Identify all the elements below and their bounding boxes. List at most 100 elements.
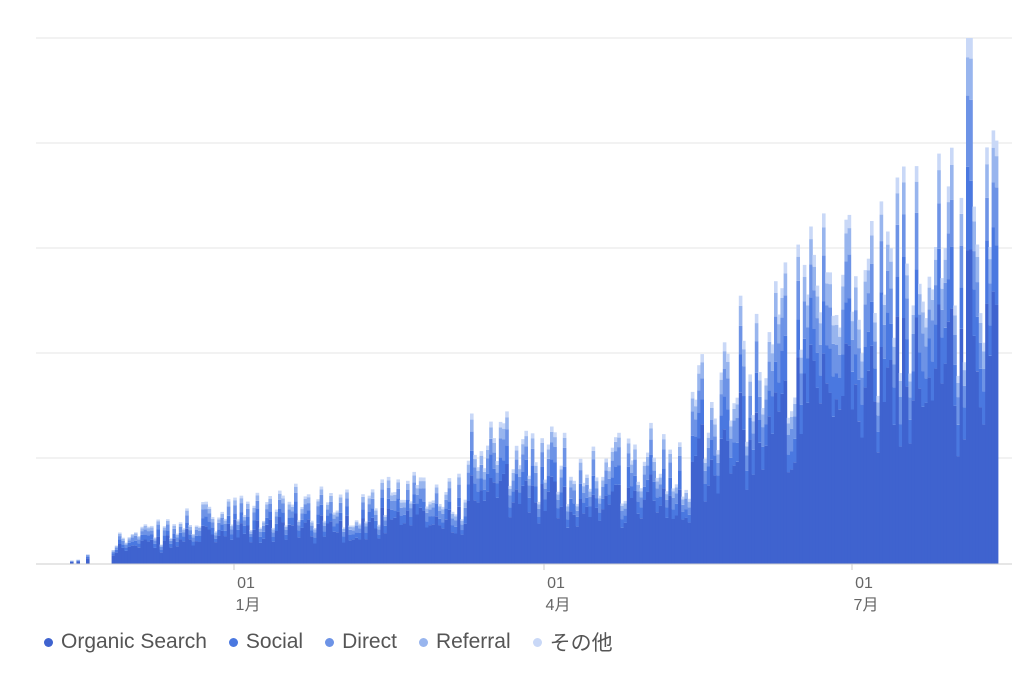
bar-segment — [345, 515, 349, 564]
bar-segment — [921, 406, 925, 564]
bar-segment — [342, 531, 346, 537]
bar-segment — [994, 304, 999, 564]
bar-segment — [703, 458, 708, 463]
bar-segment — [687, 498, 692, 502]
bar-segment — [882, 304, 887, 325]
bar-segment — [140, 531, 144, 535]
bar-segment — [217, 535, 221, 564]
legend-dot-icon — [418, 637, 428, 647]
bar-segment — [674, 487, 679, 494]
bar-segment — [210, 517, 215, 519]
bar-segment — [975, 371, 980, 564]
bar-segment — [220, 511, 224, 514]
bar-segment — [582, 513, 586, 564]
bar-segment — [130, 535, 135, 538]
bar-segment — [671, 491, 676, 498]
bar-segment — [271, 527, 276, 530]
bar-segment — [361, 502, 365, 510]
bar-segment — [297, 520, 301, 522]
bar-segment — [850, 321, 855, 340]
bar-segment — [281, 498, 285, 504]
bar-segment — [223, 524, 228, 531]
bar-segment — [822, 353, 826, 564]
bar-segment — [614, 437, 618, 442]
bar-segment — [594, 488, 599, 499]
legend-item[interactable]: Direct — [325, 630, 397, 654]
bar-segment — [834, 315, 839, 325]
bar-segment — [713, 436, 717, 456]
bar-segment — [319, 486, 324, 490]
bar-segment — [764, 378, 768, 386]
legend-item[interactable]: Organic Search — [44, 630, 207, 654]
bar-segment — [543, 482, 548, 489]
bar-segment — [636, 513, 640, 564]
bar-segment — [268, 498, 272, 504]
bar-segment — [671, 509, 676, 519]
bar-segment — [540, 466, 544, 485]
bar-segment — [425, 506, 429, 509]
bar-segment — [946, 186, 951, 203]
bar-segment — [489, 427, 493, 439]
bar-segment — [230, 534, 234, 540]
legend-item[interactable]: Referral — [418, 630, 511, 654]
bar-segment — [527, 478, 532, 486]
bar-segment — [806, 305, 810, 328]
bar-segment — [617, 465, 621, 485]
bar-segment — [239, 495, 244, 499]
bar-segment — [377, 526, 381, 530]
legend-item[interactable]: その他 — [532, 627, 613, 657]
bar-segment — [620, 503, 624, 506]
bar-segment — [546, 449, 551, 459]
legend-item[interactable]: Social — [228, 630, 303, 654]
bar-segment — [473, 500, 477, 564]
bar-segment — [156, 529, 160, 537]
bar-segment — [633, 490, 637, 564]
bar-segment — [946, 233, 951, 280]
bar-segment — [150, 534, 154, 540]
bar-segment — [866, 331, 871, 371]
bar-segment — [492, 452, 496, 469]
bar-segment — [902, 182, 906, 215]
bar-segment — [444, 499, 448, 509]
bar-segment — [236, 529, 240, 538]
bar-segment — [722, 342, 727, 352]
bar-segment — [351, 530, 356, 535]
bar-segment — [230, 526, 234, 530]
bar-segment — [319, 489, 324, 495]
bar-segment — [982, 351, 986, 369]
bar-segment — [774, 293, 778, 317]
bar-segment — [745, 446, 749, 456]
bar-segment — [722, 351, 727, 369]
bar-segment — [953, 305, 957, 316]
bar-segment — [322, 522, 327, 526]
bar-segment — [825, 272, 829, 284]
bar-segment — [130, 537, 135, 542]
bar-segment — [562, 466, 567, 487]
bar-segment — [863, 387, 868, 564]
bar-segment — [767, 341, 772, 362]
bar-segment — [953, 315, 957, 335]
x-axis-ticks: 01 1月 01 4月 01 7月 — [233, 564, 878, 614]
bar-segment — [940, 383, 944, 564]
bar-segment — [479, 455, 484, 465]
bar-segment — [911, 305, 916, 315]
bar-segment — [377, 529, 381, 535]
bar-segment — [162, 535, 167, 541]
bar-segment — [876, 395, 880, 403]
bar-segment — [460, 521, 464, 525]
bar-segment — [114, 547, 119, 550]
bar-segment — [918, 388, 922, 564]
bar-segment — [850, 409, 855, 564]
bar-segment — [146, 526, 151, 529]
bar-segment — [70, 561, 74, 562]
bar-segment — [466, 484, 471, 501]
bar-segment — [390, 519, 394, 564]
bar-segment — [761, 414, 765, 428]
bar-segment — [706, 437, 711, 448]
bar-segment — [950, 246, 954, 309]
bar-segment — [489, 421, 493, 428]
bar-segment — [895, 224, 900, 277]
bar-segment — [191, 534, 196, 536]
bar-segment — [156, 536, 160, 564]
bar-segment — [335, 512, 340, 517]
